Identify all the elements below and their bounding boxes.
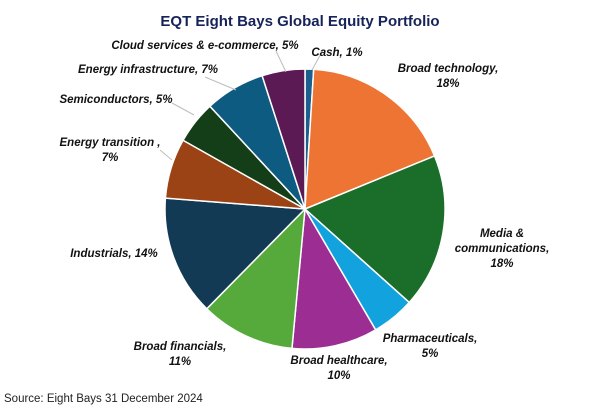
leader-line — [311, 49, 324, 71]
leader-line — [171, 102, 195, 116]
slice-label: Semiconductors, 5% — [59, 94, 172, 106]
source-note: Source: Eight Bays 31 December 2024 — [4, 393, 203, 405]
slice-label: Energy transition , 7% — [60, 137, 161, 164]
pie-slice-media-communications — [303, 154, 446, 304]
pie-slice-broad-healthcare — [291, 206, 377, 350]
leader-line — [204, 76, 237, 91]
pie-slice-industrials — [164, 197, 307, 310]
slice-label: Broad technology, 18% — [398, 63, 499, 90]
leader-line — [159, 149, 173, 161]
slice-labels: Cash, 1% Broad technology, 18% Media & commu… — [59, 40, 549, 382]
chart-title: EQT Eight Bays Global Equity Portfolio — [160, 13, 439, 30]
slice-label: Energy infrastructure, 7% — [78, 64, 218, 76]
leader-line — [275, 50, 287, 73]
slice-label: Cash, 1% — [311, 47, 362, 59]
slice-label: Broad healthcare, 10% — [290, 355, 387, 382]
label-leader-lines — [159, 49, 324, 161]
slice-label: Media & communications, 18% — [455, 228, 550, 270]
slice-label: Broad financials, 11% — [134, 341, 227, 368]
slice-label: Cloud services & e-commerce, 5% — [111, 40, 298, 52]
pie-slice-broad-technology — [304, 68, 436, 211]
pie-slice-broad-financials — [205, 206, 306, 350]
slice-label: Pharmaceuticals, 5% — [383, 333, 478, 360]
pie-slice-cloud-services-e-commerce — [261, 68, 306, 210]
pie-slices — [164, 68, 446, 350]
slice-label: Industrials, 14% — [70, 248, 158, 260]
